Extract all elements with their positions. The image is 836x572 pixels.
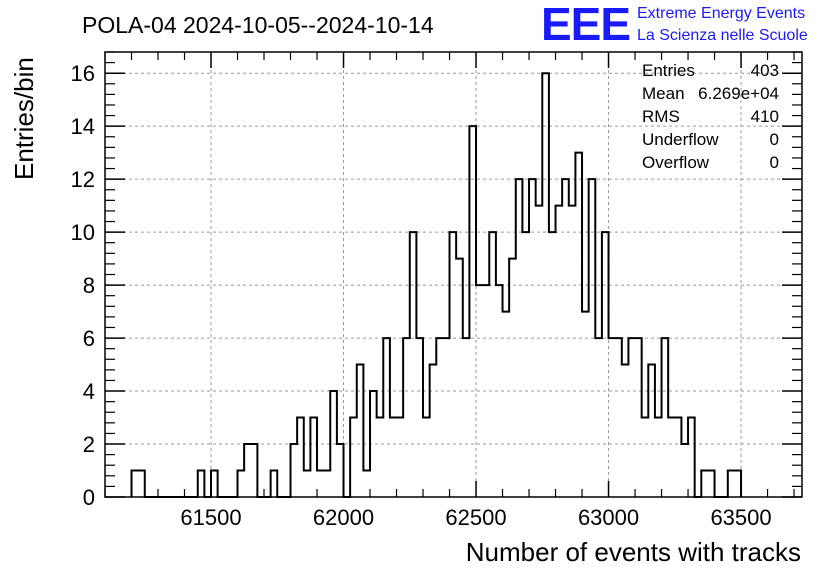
stats-overflow-label: Overflow xyxy=(642,153,710,172)
stats-overflow-value: 0 xyxy=(770,153,779,172)
x-tick-label: 62000 xyxy=(313,505,374,530)
plot-frame xyxy=(104,51,803,498)
stats-entries-label: Entries xyxy=(642,61,695,80)
stats-underflow-value: 0 xyxy=(770,130,779,149)
y-tick-label: 2 xyxy=(83,432,95,457)
x-tick-label: 62500 xyxy=(445,505,506,530)
chart-title: POLA-04 2024-10-05--2024-10-14 xyxy=(82,12,434,38)
logo-line1: Extreme Energy Events xyxy=(637,5,805,22)
y-tick-label: 14 xyxy=(71,114,95,139)
histogram-outline xyxy=(130,72,743,498)
stats-mean-value: 6.269e+04 xyxy=(698,84,779,103)
y-tick-label: 8 xyxy=(83,273,95,298)
x-tick-label: 63000 xyxy=(578,505,639,530)
logo-line2: La Scienza nelle Scuole xyxy=(637,27,808,44)
x-tick-label: 61500 xyxy=(180,505,241,530)
y-tick-label: 12 xyxy=(71,167,95,192)
stats-box: Entries 403 Mean 6.269e+04 RMS 410 Under… xyxy=(642,61,779,172)
grid-lines xyxy=(105,52,802,497)
y-tick-label: 10 xyxy=(71,220,95,245)
y-tick-label: 6 xyxy=(83,326,95,351)
y-tick-label: 16 xyxy=(71,61,95,86)
stats-entries-value: 403 xyxy=(751,61,779,80)
x-axis-title: Number of events with tracks xyxy=(466,537,801,567)
y-tick-label: 0 xyxy=(83,485,95,510)
logo-mark: EEE xyxy=(541,0,630,50)
stats-rms-label: RMS xyxy=(642,107,680,126)
y-tick-label: 4 xyxy=(83,379,95,404)
stats-underflow-label: Underflow xyxy=(642,130,719,149)
x-tick-label: 63500 xyxy=(710,505,771,530)
y-axis-title: Entries/bin xyxy=(9,57,39,180)
axis-tick-labels: 61500 62000 62500 63000 63500 0 2 4 6 8 10 12 14 16 xyxy=(71,61,772,530)
eee-logo: EEE Extreme Energy Events La Scienza nel… xyxy=(541,0,808,50)
axis-ticks xyxy=(104,51,802,498)
stats-rms-value: 410 xyxy=(751,107,779,126)
stats-mean-label: Mean xyxy=(642,84,685,103)
